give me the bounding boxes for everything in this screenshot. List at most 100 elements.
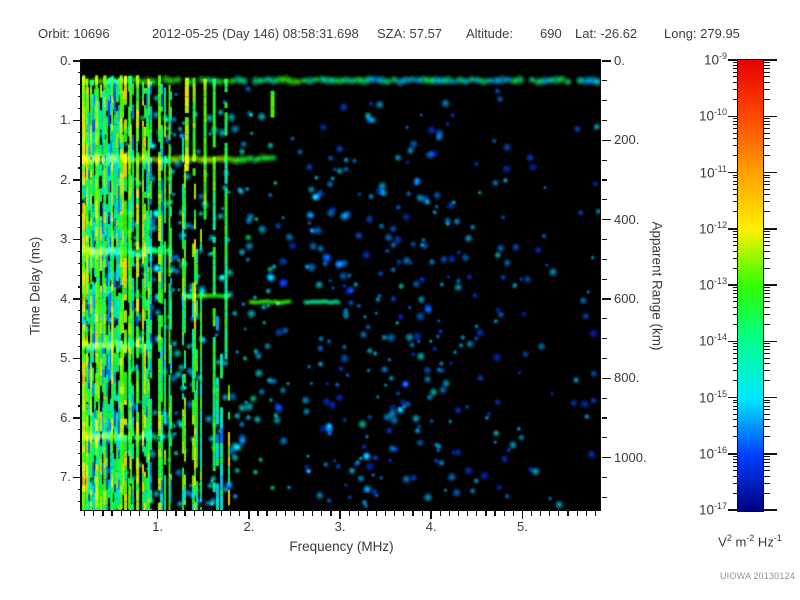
colorbar-major-tick-right xyxy=(764,115,777,117)
colorbar-major-tick-left xyxy=(728,396,737,399)
colorbar-minor-tick-right xyxy=(764,68,770,70)
y-left-tick-label: 4. xyxy=(60,290,71,306)
y-left-minor-tick xyxy=(77,345,82,348)
x-minor-tick xyxy=(412,511,414,516)
y-right-tick-label: 1000. xyxy=(614,449,647,465)
y-left-minor-tick xyxy=(77,131,82,133)
colorbar-minor-tick-right xyxy=(764,402,770,404)
colorbar-minor-tick-right xyxy=(764,71,770,73)
x-minor-tick xyxy=(239,511,241,516)
x-major-tick xyxy=(339,511,341,519)
y-right-minor-tick xyxy=(602,238,607,241)
y-left-minor-tick xyxy=(77,143,82,145)
colorbar-minor-tick-left xyxy=(732,245,737,247)
colorbar-minor-tick-left xyxy=(732,363,737,365)
colorbar-minor-tick-left xyxy=(732,461,737,463)
y-left-major-tick xyxy=(73,357,82,360)
x-minor-tick xyxy=(421,511,423,516)
x-minor-tick xyxy=(394,511,396,516)
x-minor-tick xyxy=(330,511,332,516)
y-right-minor-tick xyxy=(602,278,607,280)
colorbar-major-tick-left xyxy=(728,59,737,61)
x-major-tick xyxy=(248,511,250,519)
x-minor-tick xyxy=(366,511,368,516)
y-left-minor-tick xyxy=(77,72,82,74)
colorbar-minor-tick-right xyxy=(764,188,770,190)
colorbar-minor-tick-left xyxy=(732,343,737,345)
y-right-tick-label: 0. xyxy=(614,53,625,68)
y-right-minor-tick xyxy=(602,119,607,122)
colorbar-minor-tick-left xyxy=(732,293,737,295)
x-minor-tick xyxy=(257,511,259,516)
x-minor-tick xyxy=(594,511,596,516)
colorbar-minor-tick-left xyxy=(732,413,737,415)
colorbar-minor-tick-left xyxy=(732,301,737,303)
colorbar-minor-tick-right xyxy=(764,357,770,359)
colorbar-minor-tick-left xyxy=(732,399,737,401)
x-minor-tick xyxy=(357,511,359,516)
x-minor-tick xyxy=(385,511,387,516)
colorbar-minor-tick-left xyxy=(732,233,737,235)
y-left-minor-tick xyxy=(77,488,82,490)
y-left-major-tick xyxy=(73,119,82,122)
x-minor-tick xyxy=(403,511,405,516)
colorbar-minor-tick-right xyxy=(764,426,770,428)
colorbar-minor-tick-right xyxy=(764,409,770,411)
x-minor-tick xyxy=(111,511,113,516)
y-right-minor-tick xyxy=(602,338,607,340)
colorbar-minor-tick-left xyxy=(732,76,737,78)
colorbar-minor-tick-right xyxy=(764,346,770,348)
x-minor-tick xyxy=(230,511,232,516)
colorbar-minor-tick-left xyxy=(732,436,737,438)
colorbar-minor-tick-left xyxy=(732,250,737,252)
x-minor-tick xyxy=(129,511,131,516)
x-minor-tick xyxy=(549,511,551,516)
header-sza: SZA: 57.57 xyxy=(377,26,443,41)
x-minor-tick xyxy=(166,511,168,516)
y-right-minor-tick xyxy=(602,318,607,320)
y-left-major-tick xyxy=(73,179,82,181)
colorbar-minor-tick-right xyxy=(764,287,770,289)
y-left-minor-tick xyxy=(77,84,82,86)
y-left-tick-label: 1. xyxy=(60,112,71,128)
colorbar-minor-tick-left xyxy=(732,257,737,259)
colorbar-tick-label: 10-14 xyxy=(698,332,727,349)
colorbar-minor-tick-right xyxy=(764,419,770,421)
x-minor-tick xyxy=(184,511,186,516)
y-axis-right-title: Apparent Range (km) xyxy=(649,221,665,351)
x-tick-label: 3. xyxy=(334,519,346,534)
y-left-minor-tick xyxy=(77,167,82,169)
header-lat: Lat: -26.62 xyxy=(575,26,638,41)
y-left-minor-tick xyxy=(77,369,82,371)
y-left-tick-label: 7. xyxy=(60,469,71,485)
colorbar-minor-tick-left xyxy=(732,380,737,382)
colorbar-minor-tick-left xyxy=(732,492,737,494)
y-right-tick-label: 400. xyxy=(614,211,640,227)
x-minor-tick xyxy=(275,511,277,516)
x-minor-tick xyxy=(558,511,560,516)
colorbar-major-tick-right xyxy=(764,284,777,286)
colorbar-minor-tick-left xyxy=(732,88,737,90)
colorbar-minor-tick-right xyxy=(764,436,770,438)
colorbar-minor-tick-right xyxy=(764,64,770,66)
colorbar-minor-tick-right xyxy=(764,201,770,203)
colorbar-minor-tick-right xyxy=(764,81,770,83)
x-minor-tick xyxy=(175,511,177,516)
y-left-minor-tick xyxy=(77,250,82,252)
x-minor-tick xyxy=(585,511,587,516)
y-left-minor-tick xyxy=(77,381,82,383)
colorbar-minor-tick-right xyxy=(764,132,770,134)
x-major-tick xyxy=(156,511,159,519)
y-left-major-tick xyxy=(73,476,82,479)
colorbar-minor-tick-left xyxy=(732,419,737,421)
colorbar-tick-label: 10-16 xyxy=(698,444,727,462)
colorbar-minor-tick-right xyxy=(764,62,770,64)
colorbar-minor-tick-right xyxy=(764,399,770,401)
y-axis-left-title: Time Delay (ms) xyxy=(27,236,43,336)
colorbar-minor-tick-left xyxy=(732,287,737,289)
colorbar-minor-tick-left xyxy=(732,357,737,359)
colorbar-major-tick-right xyxy=(764,509,777,511)
colorbar-tick-label: 10-13 xyxy=(698,276,727,293)
x-minor-tick xyxy=(540,511,542,516)
